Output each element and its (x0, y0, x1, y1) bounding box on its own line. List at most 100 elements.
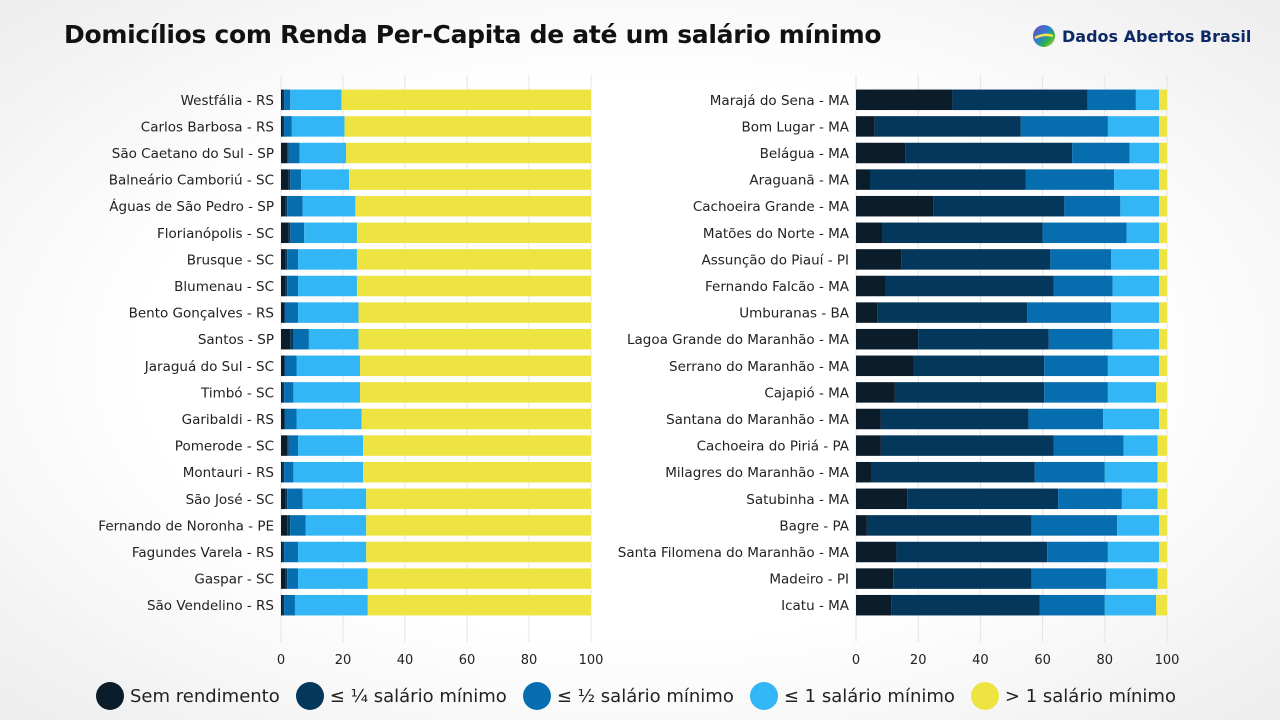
bar-segment (281, 355, 285, 377)
bar-segment (1106, 568, 1158, 589)
bar-segment (281, 169, 289, 190)
bar-segment (1112, 275, 1160, 297)
bar-segment (287, 515, 291, 536)
bar-segment (1027, 302, 1112, 323)
bar-segment (281, 116, 283, 137)
bar-segment (1064, 195, 1121, 217)
bar-segment (856, 594, 892, 616)
category-label: Blumenau - SC (174, 279, 274, 295)
legend-swatch (749, 682, 778, 710)
bar-segment (282, 461, 285, 483)
bar-segment (1157, 435, 1167, 456)
bar-segment (1159, 302, 1167, 323)
x-tick-label: 0 (852, 653, 860, 668)
bar-segment (1159, 116, 1167, 137)
bar-segment (293, 382, 361, 403)
bar-segment (856, 488, 908, 510)
bar-segment (1039, 594, 1105, 616)
brand: Dados Abertos Brasil (1032, 24, 1251, 48)
bar-segment (869, 169, 1026, 190)
x-tick-label: 60 (1034, 653, 1051, 668)
bar-segment (282, 116, 285, 137)
category-label: Timbó - SC (200, 385, 274, 401)
bar-segment (281, 89, 283, 111)
bar-segment (285, 408, 297, 430)
bar-segment (349, 169, 591, 190)
bar-segment (1159, 541, 1167, 563)
bar-segment (1044, 355, 1108, 377)
bar-segment (856, 461, 872, 483)
bar-segment (952, 89, 1088, 111)
bar-segment (304, 222, 357, 244)
bar-segment (856, 382, 895, 403)
legend: Sem rendimento ≤ ¼ salário mínimo ≤ ½ sa… (96, 682, 1192, 710)
category-label: Cachoeira Grande - MA (693, 199, 850, 215)
bar-segment (856, 302, 878, 323)
category-label: Bento Gonçalves - RS (129, 306, 274, 322)
category-label: São Vendelino - RS (147, 598, 274, 614)
bar-segment (1031, 515, 1118, 536)
bar-segment (874, 116, 1021, 137)
category-label: Pomerode - SC (175, 439, 274, 455)
bar-segment (1157, 488, 1167, 510)
bar-segment (281, 195, 286, 217)
bar-segment (905, 142, 1073, 164)
bar-segment (285, 355, 297, 377)
bar-segment (363, 435, 591, 456)
category-label: Balneário Camboriú - SC (109, 173, 274, 189)
bar-segment (298, 275, 357, 297)
bar-segment (856, 408, 881, 430)
bar-segment (1034, 461, 1105, 483)
legend-item: ≤ 1 salário mínimo (749, 682, 955, 710)
bar-segment (1111, 249, 1160, 270)
x-tick-label: 100 (1155, 653, 1180, 668)
bar-segment (284, 116, 292, 137)
bar-segment (290, 169, 302, 190)
bar-segment (291, 116, 345, 137)
bar-segment (1129, 142, 1160, 164)
bar-segment (281, 461, 283, 483)
category-label: Brusque - SC (187, 252, 274, 268)
bar-segment (296, 355, 361, 377)
bar-segment (856, 541, 897, 563)
bar-segment (1123, 435, 1158, 456)
bar-segment (913, 355, 1045, 377)
bar-segment (293, 328, 309, 350)
bar-segment (1028, 408, 1104, 430)
bar-segment (281, 488, 286, 510)
bar-segment (366, 541, 591, 563)
bar-segment (1159, 355, 1167, 377)
category-label: Fernando de Noronha - PE (98, 518, 274, 534)
bar-segment (1159, 195, 1167, 217)
bar-segment (298, 435, 364, 456)
category-label: Florianópolis - SC (157, 226, 274, 242)
category-label: Umburanas - BA (739, 306, 850, 322)
x-tick-label: 20 (335, 653, 352, 668)
bar-segment (302, 488, 367, 510)
category-label: Garibaldi - RS (182, 412, 274, 428)
bar-segment (360, 355, 591, 377)
bar-segment (856, 435, 881, 456)
bar-segment (907, 488, 1059, 510)
category-label: Icatu - MA (781, 598, 850, 614)
bar-segment (1048, 328, 1113, 350)
x-tick-label: 40 (397, 653, 414, 668)
bar-segment (1156, 594, 1167, 616)
bar-segment (1104, 461, 1158, 483)
bar-segment (856, 169, 870, 190)
bar-segment (894, 382, 1045, 403)
bar-segment (285, 488, 288, 510)
bar-segment (856, 222, 883, 244)
bar-segment (896, 541, 1048, 563)
bar-segment (288, 142, 300, 164)
category-label: Belágua - MA (760, 146, 850, 162)
category-label: Cajapió - MA (764, 385, 849, 401)
category-label: São José - SC (186, 492, 274, 508)
brazil-globe-logo-icon (1033, 25, 1055, 47)
bar-segment (856, 568, 894, 589)
bar-segment (285, 568, 288, 589)
bar-segment (287, 195, 303, 217)
bar-segment (282, 382, 285, 403)
category-label: Madeiro - PI (769, 572, 849, 588)
bar-segment (284, 302, 286, 323)
